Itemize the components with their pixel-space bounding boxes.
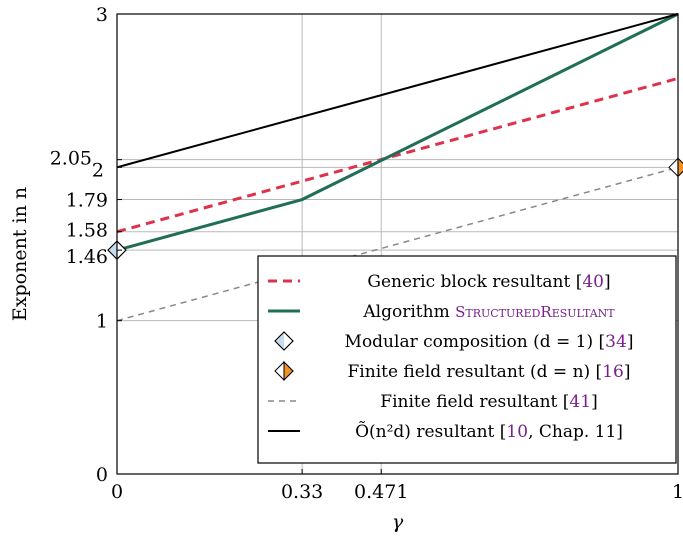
y-tick-label-0: 0 [96,464,108,486]
y-tick-label-5: 2 [92,159,104,181]
x-tick-label-0: 0 [111,481,123,503]
legend-label-2: Modular composition (d = 1) [34] [345,332,634,352]
legend-item-3: Finite field resultant (d = n) [16] [274,360,631,382]
y-tick-label-2: 1.46 [66,246,108,268]
legend-box [257,255,677,464]
y-tick-label-1: 1 [96,311,108,333]
legend-label-suffix-4: ] [591,392,598,412]
series-line-0 [116,76,679,234]
legend-label-text-3: Finite field resultant (d = n) [ [348,362,603,382]
legend-label-suffix-5: , Chap. 11] [528,422,623,442]
series-marker-2-0-fill [108,241,117,260]
y-tick-label-3: 1.58 [66,220,108,242]
legend-item-5: Õ(n²d) resultant [10, Chap. 11] [268,421,623,442]
legend-cite-1[interactable]: StructuredResultant [455,303,615,321]
series-marker-3-0-fill [677,157,683,178]
series-line-5 [116,13,679,169]
legend-cite-4[interactable]: 41 [569,392,591,412]
legend-marker-2-outline [274,331,294,351]
legend-label-suffix-3: ] [624,362,631,382]
series-line-4 [116,166,679,322]
legend-label-text-5: Õ(n²d) resultant [ [355,421,506,442]
legend-label-1: Algorithm StructuredResultant [362,302,615,322]
legend-item-0: Generic block resultant [40] [268,272,611,292]
legend-cite-0[interactable]: 40 [582,272,604,292]
legend-label-text-4: Finite field resultant [ [380,392,569,412]
legend-item-4: Finite field resultant [41] [268,392,598,412]
legend-item-1: Algorithm StructuredResultant [268,302,615,322]
series-line-1 [116,12,679,252]
legend-label-text-0: Generic block resultant [ [367,272,582,292]
legend-item-2: Modular composition (d = 1) [34] [274,331,634,352]
y-tick-label-4: 1.79 [66,190,108,212]
legend-cite-5[interactable]: 10 [506,422,528,442]
x-tick-label-2: 0.471 [354,481,408,503]
legend-label-4: Finite field resultant [41] [380,392,597,412]
x-tick-label-3: 1 [672,481,683,503]
y-axis-label: Exponent in n [9,187,31,321]
legend-label-5: Õ(n²d) resultant [10, Chap. 11] [355,421,623,442]
plot-frame [116,13,679,475]
legend-cite-2[interactable]: 34 [605,332,627,352]
legend-label-text-2: Modular composition (d = 1) [ [345,332,606,352]
series-layer [107,12,683,322]
y-tick-label-7: 3 [96,4,108,26]
legend-label-3: Finite field resultant (d = n) [16] [348,362,631,382]
x-axis-label: γ [392,511,404,533]
legend-label-suffix-0: ] [604,272,611,292]
legend-marker-2-fill [275,332,284,350]
legend-label-suffix-2: ] [627,332,634,352]
legend-marker-3-fill [283,360,294,382]
legend-cite-3[interactable]: 16 [602,362,624,382]
legend-label-0: Generic block resultant [40] [367,272,610,292]
x-tick-label-1: 0.33 [281,481,323,503]
legend: Generic block resultant [40] Algorithm St… [257,255,677,464]
legend-label-text-1: Algorithm [362,302,455,322]
y-tick-label-6: 2.05 [50,148,92,170]
